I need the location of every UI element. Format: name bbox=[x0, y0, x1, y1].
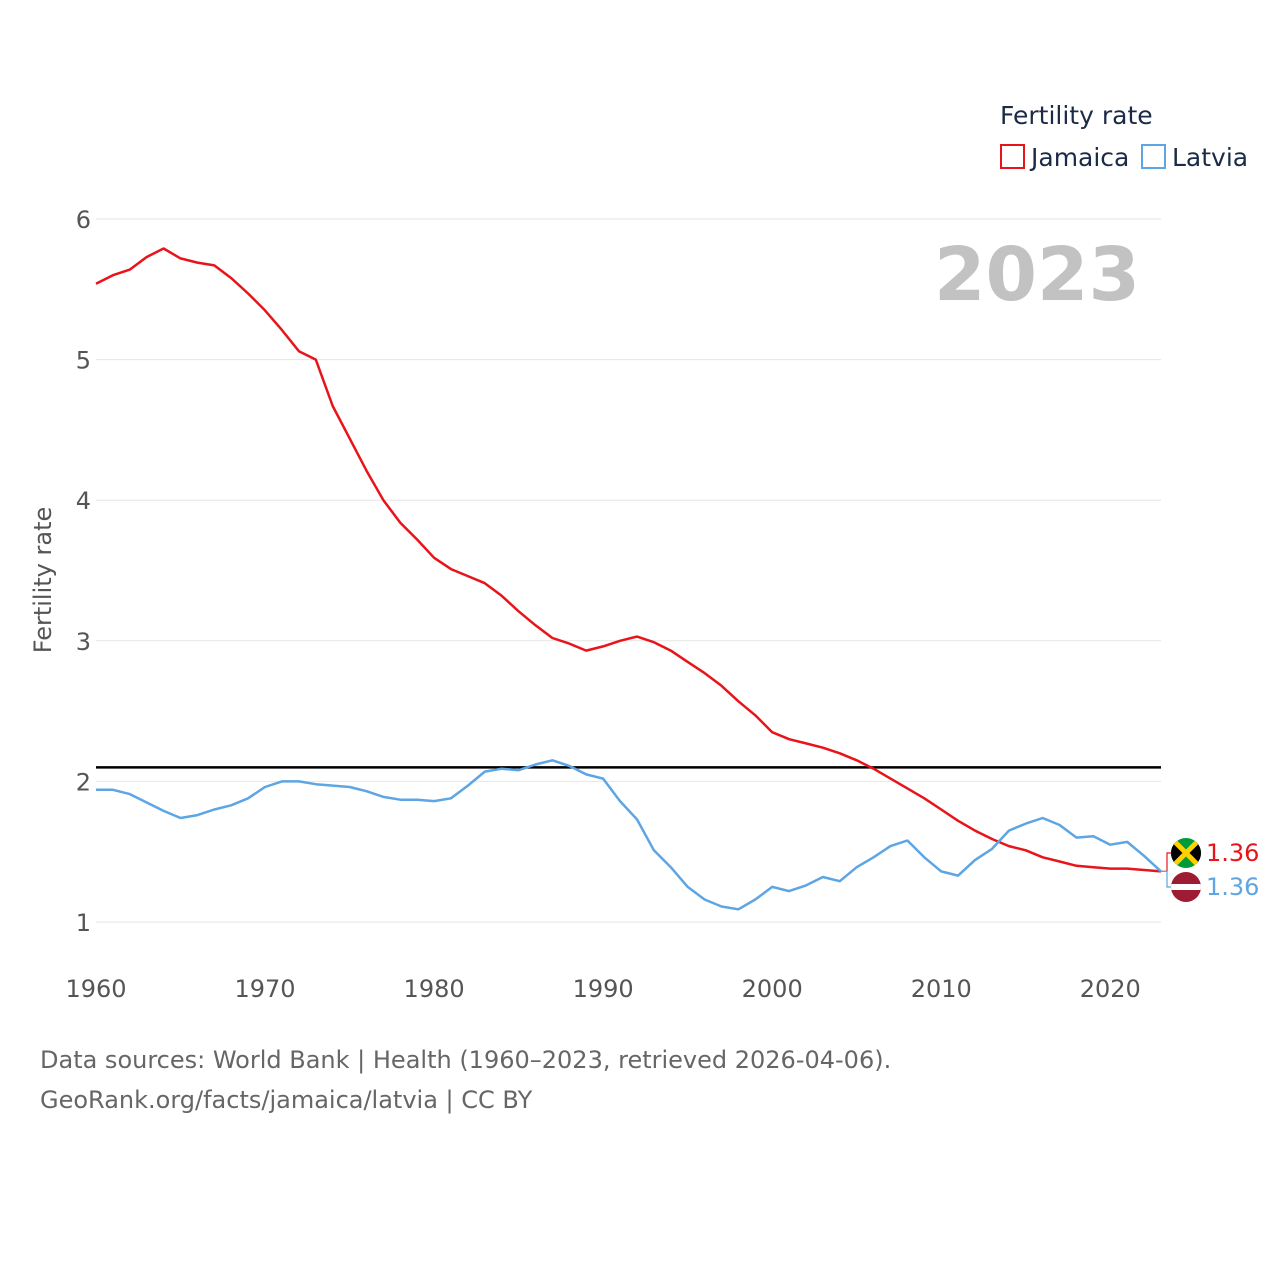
y-axis-label: Fertility rate bbox=[29, 507, 57, 654]
series-lines bbox=[95, 247, 1162, 911]
legend-item-jamaica[interactable]: Jamaica bbox=[1000, 143, 1129, 172]
sources-line: Data sources: World Bank | Health (1960–… bbox=[40, 1046, 892, 1074]
sources-link[interactable]: GeoRank.org/facts/jamaica/latvia | CC BY bbox=[40, 1086, 533, 1114]
connector-latvia bbox=[1161, 870, 1172, 888]
y-tick-3: 3 bbox=[76, 628, 91, 656]
connector-jamaica bbox=[1161, 852, 1172, 872]
legend-label-latvia: Latvia bbox=[1172, 143, 1248, 172]
x-axis: 1960 1970 1980 1990 2000 2010 2020 bbox=[65, 975, 1140, 1003]
y-tick-5: 5 bbox=[76, 347, 91, 375]
x-tick-2010: 2010 bbox=[911, 975, 972, 1003]
end-labels: 1.36 1.36 bbox=[1161, 838, 1259, 902]
sources-note: Data sources: World Bank | Health (1960–… bbox=[40, 1040, 891, 1120]
x-tick-1980: 1980 bbox=[404, 975, 465, 1003]
end-label-jamaica: 1.36 bbox=[1206, 839, 1259, 867]
grid bbox=[96, 218, 1161, 923]
legend-swatch-jamaica bbox=[1000, 144, 1025, 169]
legend-swatch-latvia bbox=[1141, 144, 1166, 169]
y-axis: 1 2 3 4 5 6 bbox=[76, 206, 91, 937]
legend-label-jamaica: Jamaica bbox=[1029, 143, 1129, 172]
latvia-flag-icon bbox=[1171, 872, 1201, 902]
x-tick-2000: 2000 bbox=[742, 975, 803, 1003]
y-tick-6: 6 bbox=[76, 206, 91, 234]
jamaica-flag-icon bbox=[1171, 838, 1201, 868]
year-label: 2023 bbox=[934, 232, 1140, 318]
x-tick-1990: 1990 bbox=[573, 975, 634, 1003]
legend[interactable]: Fertility rate Jamaica Latvia bbox=[1000, 101, 1248, 172]
y-tick-1: 1 bbox=[76, 909, 91, 937]
x-tick-2020: 2020 bbox=[1080, 975, 1141, 1003]
end-label-latvia: 1.36 bbox=[1206, 873, 1259, 901]
y-tick-2: 2 bbox=[76, 768, 91, 796]
series-line-jamaica bbox=[95, 247, 1162, 873]
series-line-latvia bbox=[96, 759, 1162, 911]
legend-item-latvia[interactable]: Latvia bbox=[1141, 143, 1248, 172]
x-tick-1970: 1970 bbox=[235, 975, 296, 1003]
legend-title: Fertility rate bbox=[1000, 101, 1153, 130]
y-tick-4: 4 bbox=[76, 487, 91, 515]
x-tick-1960: 1960 bbox=[65, 975, 126, 1003]
